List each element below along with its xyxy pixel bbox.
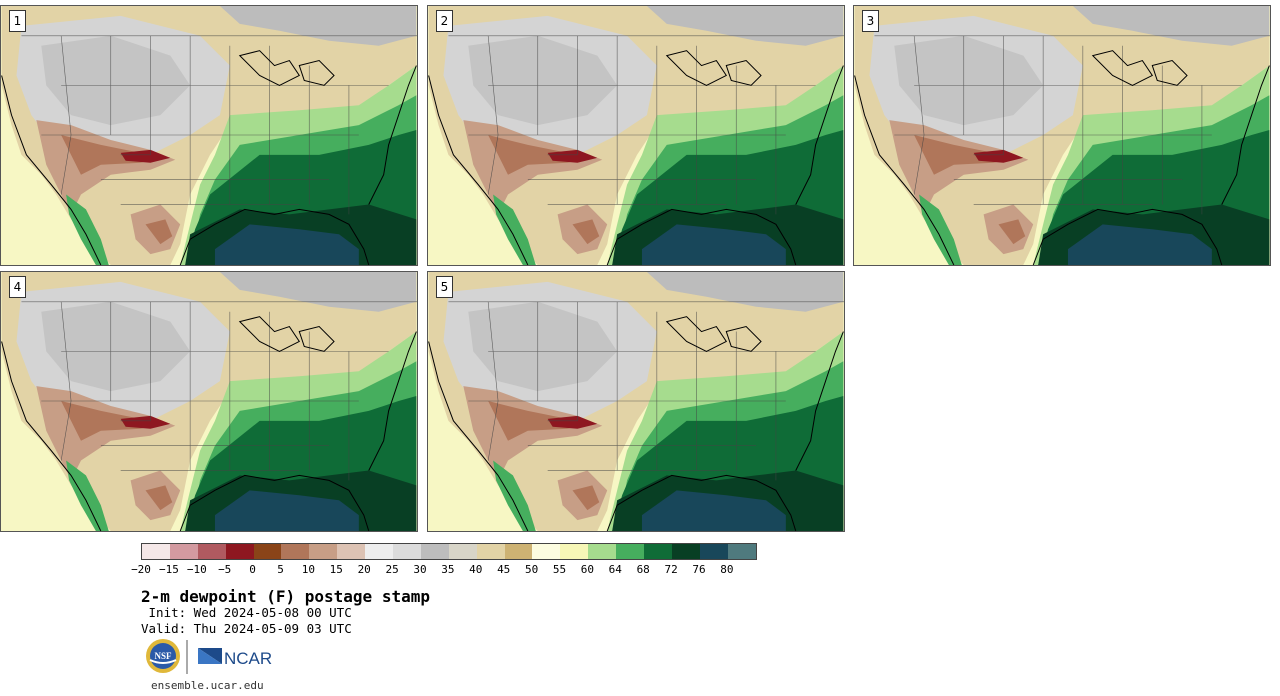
panel-number-1: 1 [9, 10, 26, 32]
colorbar-tick-label: 25 [385, 563, 399, 576]
colorbar-tick-label: 60 [580, 563, 595, 576]
map-panel-1: 1 [0, 5, 418, 266]
ncar-logo-icon: NCAR [198, 648, 272, 668]
map-panel-5: 5 [427, 271, 845, 532]
map-panel-2: 2 [427, 5, 845, 266]
dewpoint-map-5 [428, 272, 844, 531]
colorbar-swatch-2 [197, 544, 226, 559]
logos: NSF NCAR [145, 638, 285, 676]
nsf-logo-text: NSF [154, 651, 172, 661]
panel-number-3: 3 [862, 10, 879, 32]
colorbar-tick-label: 64 [608, 563, 622, 576]
colorbar-swatch-0 [142, 544, 170, 559]
colorbar-tick-label: −5 [218, 563, 232, 576]
colorbar-tick-label: −15 [158, 563, 179, 576]
colorbar-swatch-4 [253, 544, 282, 559]
panel-number-2: 2 [436, 10, 453, 32]
colorbar-tick-label: 10 [301, 563, 316, 576]
colorbar-tick-label: 72 [664, 563, 678, 576]
colorbar-tick-label: 0 [249, 563, 256, 576]
colorbar-swatch-6 [309, 544, 338, 559]
colorbar [141, 543, 757, 560]
colorbar-swatch-8 [365, 544, 394, 559]
colorbar-swatch-17 [616, 544, 645, 559]
colorbar-swatch-1 [169, 544, 198, 559]
colorbar-swatch-3 [225, 544, 254, 559]
panel-number-5: 5 [436, 276, 453, 298]
colorbar-tick-label: 68 [636, 563, 650, 576]
colorbar-tick-label: 45 [497, 563, 511, 576]
colorbar-tick-label: 15 [329, 563, 343, 576]
colorbar-swatch-14 [532, 544, 561, 559]
colorbar-swatch-10 [420, 544, 449, 559]
colorbar-tick-label: 40 [469, 563, 483, 576]
dewpoint-map-4 [1, 272, 417, 531]
valid-time: Valid: Thu 2024-05-09 03 UTC [141, 621, 352, 636]
colorbar-tick-label: 30 [413, 563, 427, 576]
dewpoint-map-3 [854, 6, 1270, 265]
colorbar-ticks: −20 −15 −10 −5 0 5 10 15 20 25 30 35 40 45 50 55 60 64 68 7… [131, 563, 761, 577]
website-url: ensemble.ucar.edu [151, 679, 264, 692]
panel-number-4: 4 [9, 276, 26, 298]
colorbar-tick-label: 20 [357, 563, 371, 576]
colorbar-tick-label: 55 [552, 563, 567, 576]
colorbar-tick-label: 80 [720, 563, 734, 576]
colorbar-swatch-5 [281, 544, 310, 559]
colorbar-tick-label: 76 [692, 563, 706, 576]
colorbar-tick-label: 35 [441, 563, 455, 576]
colorbar-tick-label: 50 [524, 563, 539, 576]
map-panel-4: 4 [0, 271, 418, 532]
nsf-logo-icon: NSF [146, 639, 180, 673]
colorbar-tick-label: −10 [186, 563, 207, 576]
dewpoint-map-2 [428, 6, 844, 265]
colorbar-tick-label: 5 [277, 563, 284, 576]
colorbar-swatch-11 [448, 544, 477, 559]
colorbar-swatch-15 [560, 544, 589, 559]
colorbar-swatch-7 [337, 544, 366, 559]
colorbar-swatch-19 [671, 544, 700, 559]
chart-title: 2-m dewpoint (F) postage stamp [141, 587, 430, 606]
colorbar-swatch-21 [727, 544, 756, 559]
colorbar-swatch-13 [504, 544, 533, 559]
colorbar-swatch-9 [393, 544, 421, 559]
colorbar-swatch-20 [699, 544, 728, 559]
colorbar-swatch-12 [476, 544, 505, 559]
map-panel-3: 3 [853, 5, 1271, 266]
colorbar-tick-label: −20 [131, 563, 151, 576]
dewpoint-map-1 [1, 6, 417, 265]
init-time: Init: Wed 2024-05-08 00 UTC [141, 605, 352, 620]
ncar-logo-text: NCAR [224, 649, 272, 668]
colorbar-swatch-18 [644, 544, 672, 559]
colorbar-swatch-16 [588, 544, 617, 559]
